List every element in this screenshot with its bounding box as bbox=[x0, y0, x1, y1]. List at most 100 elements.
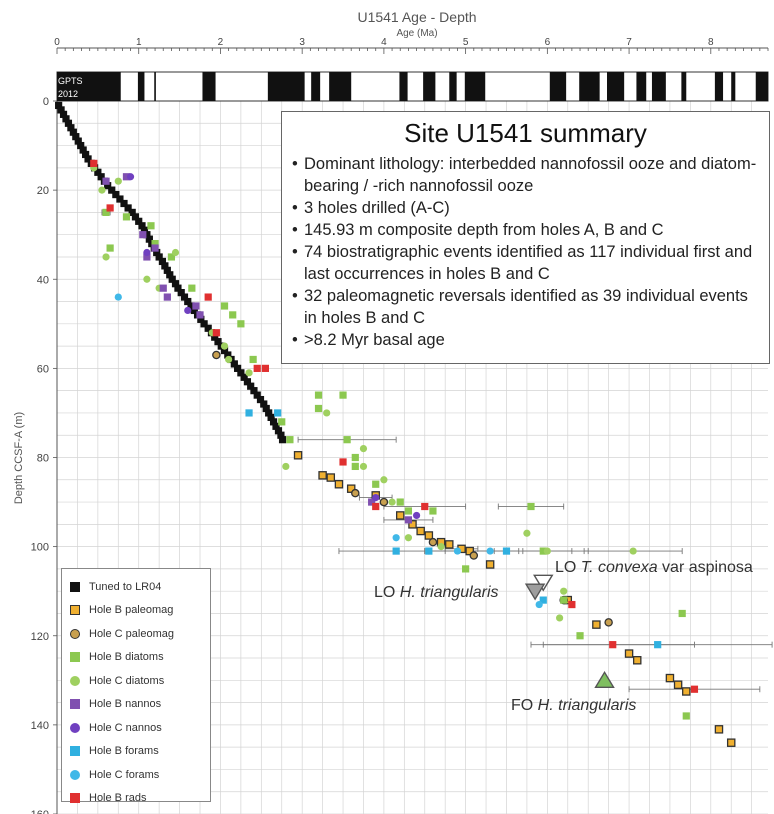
data-point bbox=[404, 534, 413, 542]
data-point bbox=[323, 409, 331, 417]
legend-swatch bbox=[70, 769, 80, 780]
normal-polarity-chron bbox=[57, 72, 121, 101]
data-point bbox=[151, 244, 159, 252]
data-point bbox=[249, 355, 257, 364]
data-point bbox=[211, 333, 219, 341]
data-point bbox=[326, 473, 336, 482]
x-tick-label: 4 bbox=[381, 37, 387, 48]
data-point bbox=[116, 195, 124, 203]
data-point bbox=[55, 101, 63, 110]
data-point bbox=[274, 409, 282, 417]
event-annotation: FO H. triangularis bbox=[511, 697, 636, 714]
x-tick-label: 6 bbox=[545, 37, 551, 48]
data-point bbox=[84, 155, 92, 163]
y-tick-label: 140 bbox=[31, 720, 49, 732]
data-point bbox=[277, 431, 285, 439]
data-point bbox=[395, 511, 405, 520]
x-tick-label: 3 bbox=[299, 37, 305, 48]
data-point bbox=[240, 373, 248, 381]
data-point bbox=[225, 355, 233, 364]
data-point bbox=[535, 600, 543, 609]
data-point bbox=[143, 248, 151, 257]
data-point bbox=[90, 159, 98, 167]
data-point bbox=[79, 146, 87, 154]
data-point bbox=[220, 302, 229, 310]
legend-item: Tuned to LR04 bbox=[70, 575, 210, 599]
data-point bbox=[138, 222, 146, 230]
legend-label: Hole B diatoms bbox=[89, 651, 164, 664]
normal-polarity-chron bbox=[137, 72, 145, 101]
data-point bbox=[59, 110, 68, 118]
x-axis-label: Age (Ma) bbox=[396, 28, 437, 39]
y-tick-label: 160 bbox=[31, 809, 49, 814]
data-point bbox=[82, 150, 90, 159]
data-point bbox=[253, 364, 261, 372]
data-point bbox=[143, 253, 151, 261]
data-point bbox=[153, 248, 161, 257]
x-tick-label: 5 bbox=[463, 37, 469, 48]
data-point bbox=[314, 404, 323, 413]
normal-polarity-chron bbox=[154, 72, 156, 101]
polarity-bar-label: 2012 bbox=[58, 89, 78, 99]
data-point bbox=[412, 511, 421, 520]
data-point bbox=[421, 502, 429, 511]
data-point bbox=[161, 262, 169, 270]
x-tick-label: 0 bbox=[54, 37, 60, 48]
data-point bbox=[408, 520, 417, 529]
data-point bbox=[665, 673, 675, 683]
data-point bbox=[437, 543, 445, 551]
legend-swatch bbox=[70, 652, 80, 663]
data-point bbox=[102, 253, 110, 261]
data-point bbox=[343, 436, 351, 444]
data-point bbox=[122, 173, 131, 181]
legend-item: Hole C diatoms bbox=[70, 669, 210, 693]
chart-legend: Tuned to LR04 Hole B paleomag Hole C paleo… bbox=[61, 568, 211, 804]
data-point bbox=[245, 369, 253, 377]
normal-polarity-chron bbox=[579, 72, 600, 101]
data-point bbox=[204, 293, 212, 301]
summary-list: Dominant lithology: interbedded nannofos… bbox=[292, 153, 759, 351]
data-point bbox=[237, 320, 245, 328]
legend-swatch bbox=[70, 722, 80, 733]
summary-bullet: 145.93 m composite depth from holes A, B… bbox=[292, 219, 759, 241]
data-point bbox=[163, 293, 171, 301]
data-point bbox=[351, 488, 360, 498]
data-point bbox=[576, 632, 584, 640]
data-point bbox=[632, 656, 642, 665]
x-tick-label: 1 bbox=[136, 37, 142, 48]
annotations: LO T. convexa var aspinosa LO H. triangul… bbox=[374, 559, 753, 714]
data-point bbox=[256, 395, 265, 404]
normal-polarity-chron bbox=[755, 72, 768, 101]
data-point bbox=[396, 498, 404, 506]
legend-label: Hole C nannos bbox=[89, 721, 162, 734]
data-point bbox=[286, 436, 294, 444]
normal-polarity-chron bbox=[651, 72, 666, 101]
y-tick-label: 0 bbox=[43, 96, 49, 108]
data-point bbox=[163, 266, 171, 274]
normal-polarity-chron bbox=[311, 72, 321, 101]
data-point bbox=[250, 387, 258, 395]
data-point bbox=[334, 479, 344, 489]
legend-label: Hole C paleomag bbox=[89, 627, 174, 640]
data-point bbox=[726, 738, 736, 747]
y-tick-label: 100 bbox=[31, 542, 49, 554]
legend-item: Hole B rads bbox=[70, 787, 210, 811]
legend-swatch bbox=[70, 675, 80, 686]
data-point bbox=[155, 253, 163, 261]
data-point bbox=[126, 173, 135, 181]
data-point bbox=[69, 128, 77, 136]
data-point bbox=[237, 369, 245, 377]
data-point bbox=[200, 320, 208, 328]
legend-swatch bbox=[70, 581, 80, 592]
data-point bbox=[67, 124, 75, 132]
event-marker-triangle bbox=[524, 583, 546, 601]
data-point bbox=[171, 280, 180, 288]
data-point bbox=[166, 271, 174, 279]
chart-title: U1541 Age - Depth bbox=[357, 9, 476, 25]
data-point bbox=[102, 208, 110, 217]
data-point bbox=[539, 596, 547, 604]
data-point bbox=[143, 231, 151, 239]
data-point bbox=[392, 547, 400, 555]
data-point bbox=[220, 346, 229, 355]
data-point bbox=[177, 289, 185, 297]
